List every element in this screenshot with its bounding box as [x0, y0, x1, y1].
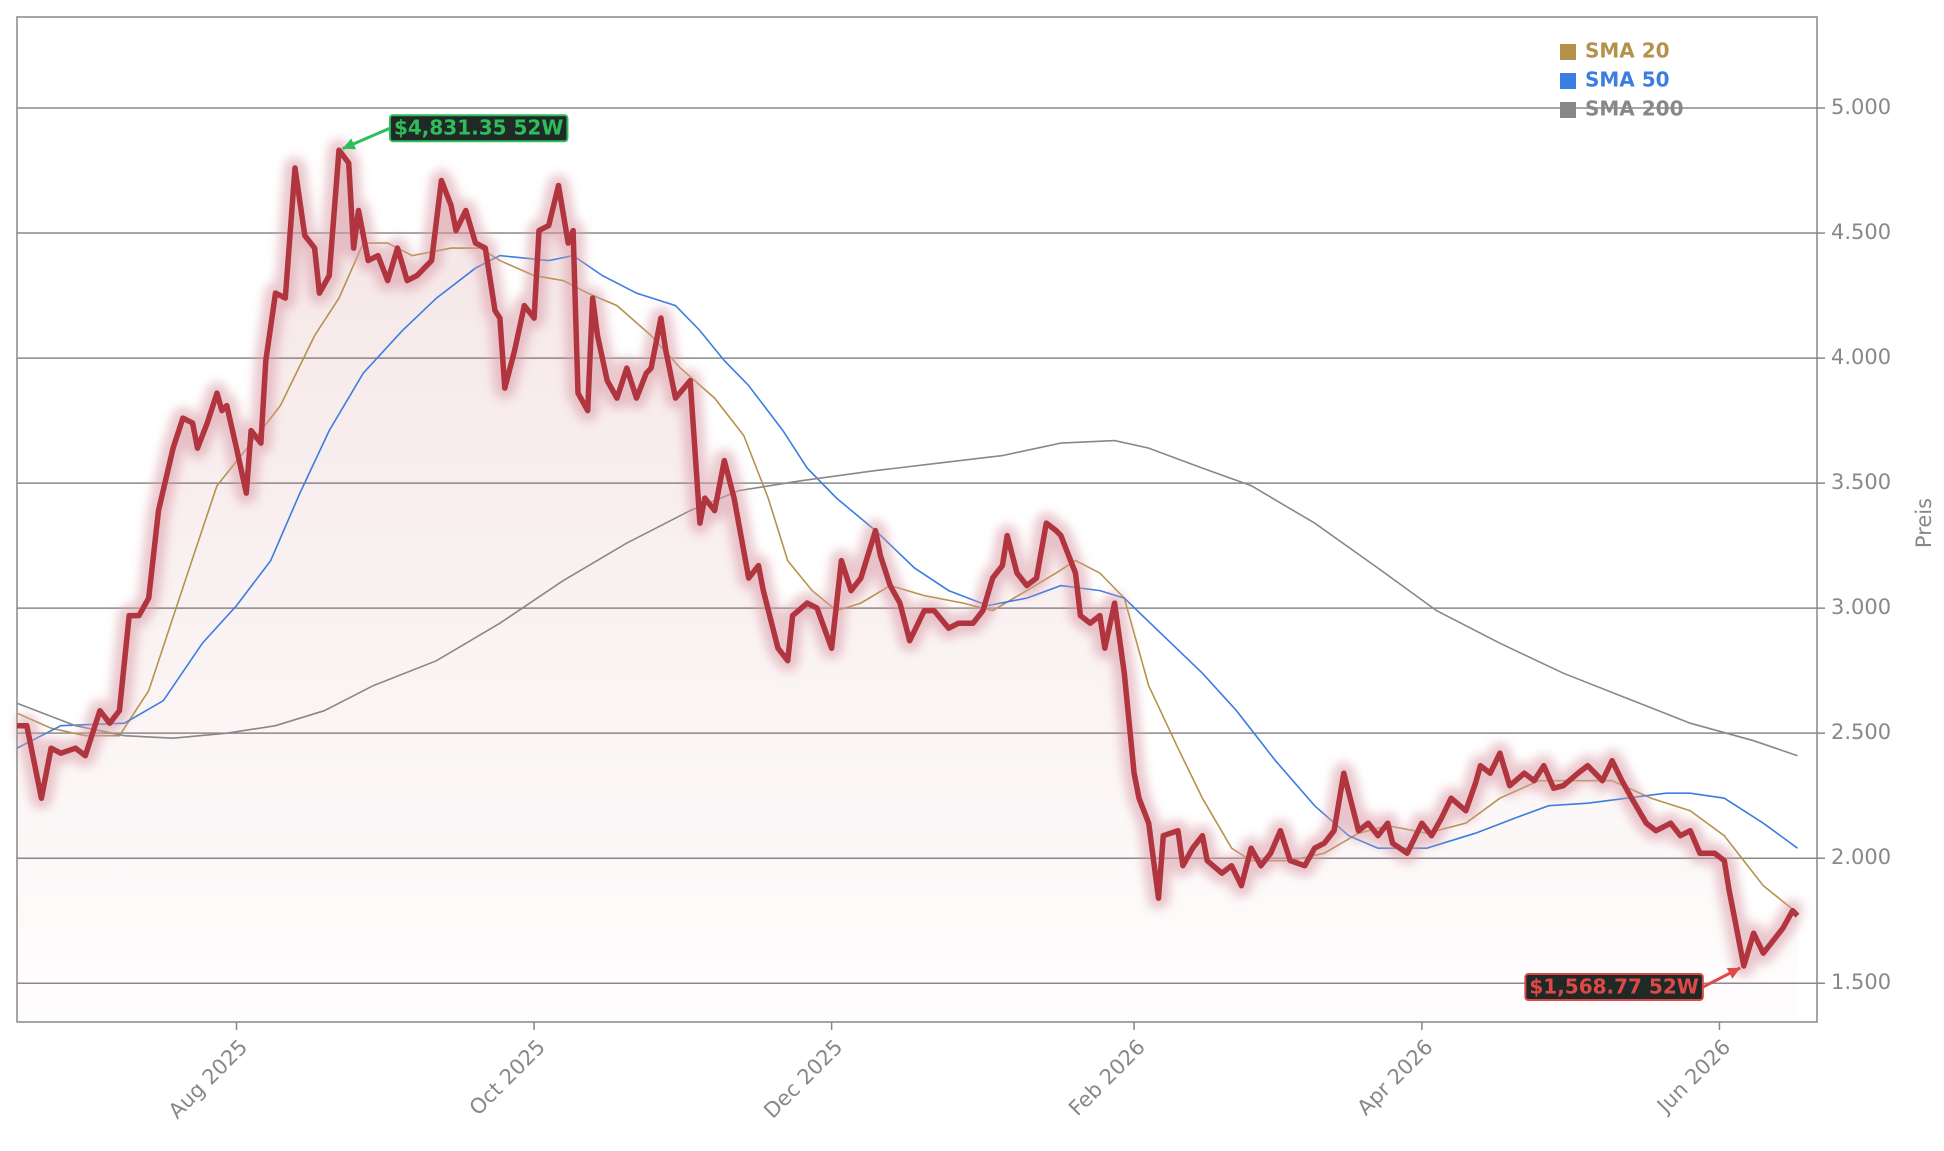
x-tick-label: Aug 2025	[164, 1035, 252, 1123]
annotation: $4,831.35 52W	[342, 114, 569, 150]
legend-label: SMA 20	[1585, 39, 1670, 63]
annotation-arrowhead	[1726, 967, 1741, 979]
x-tick-label: Oct 2025	[465, 1035, 550, 1120]
x-tick-label: Jun 2026	[1651, 1035, 1735, 1119]
legend-label: SMA 50	[1585, 68, 1670, 92]
y-tick-label: 4.500	[1831, 220, 1891, 244]
legend-swatch	[1560, 73, 1576, 89]
legend-swatch	[1560, 44, 1576, 60]
y-tick-label: 5.000	[1831, 95, 1891, 119]
price-area	[17, 150, 1798, 1022]
y-tick-label: 3.500	[1831, 470, 1891, 494]
x-tick-label: Dec 2025	[759, 1035, 847, 1123]
annotation-label: $1,568.77 52W	[1529, 975, 1698, 999]
legend-label: SMA 200	[1585, 97, 1684, 121]
y-axis-label: Preis	[1912, 498, 1936, 548]
sma-line	[16, 439, 1798, 757]
legend-swatch	[1560, 102, 1576, 118]
price-line	[17, 147, 1800, 969]
sma-line	[16, 254, 1798, 849]
y-tick-label: 3.000	[1831, 595, 1891, 619]
y-tick-label: 2.000	[1831, 845, 1891, 869]
y-tick-label: 2.500	[1831, 720, 1891, 744]
y-tick-label: 4.000	[1831, 345, 1891, 369]
x-tick-label: Feb 2026	[1064, 1035, 1150, 1121]
annotation: $1,568.77 52W	[1524, 966, 1741, 1002]
y-tick-label: 1.500	[1831, 970, 1891, 994]
annotation-arrowhead	[342, 138, 357, 150]
x-tick-label: Apr 2026	[1352, 1035, 1437, 1120]
annotation-label: $4,831.35 52W	[394, 116, 563, 140]
